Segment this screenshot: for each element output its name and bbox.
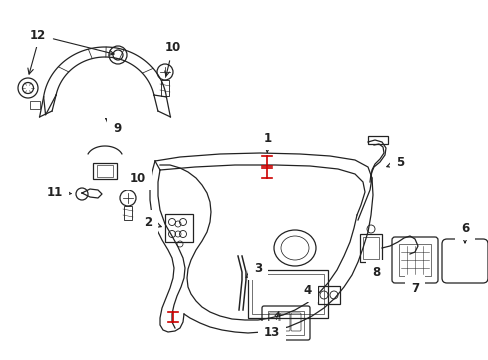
Text: 2: 2	[143, 216, 161, 229]
Text: 10: 10	[130, 171, 146, 187]
Text: 8: 8	[371, 266, 379, 279]
Text: 7: 7	[410, 282, 418, 294]
Text: 10: 10	[164, 41, 181, 76]
Text: 5: 5	[386, 156, 403, 168]
Text: 3: 3	[245, 261, 262, 278]
Text: 12: 12	[30, 28, 114, 55]
Text: 13: 13	[264, 312, 280, 339]
Text: 11: 11	[47, 185, 71, 198]
Text: 4: 4	[303, 284, 314, 297]
Text: 9: 9	[105, 118, 121, 135]
Text: 6: 6	[460, 221, 468, 243]
Text: 1: 1	[264, 131, 271, 152]
